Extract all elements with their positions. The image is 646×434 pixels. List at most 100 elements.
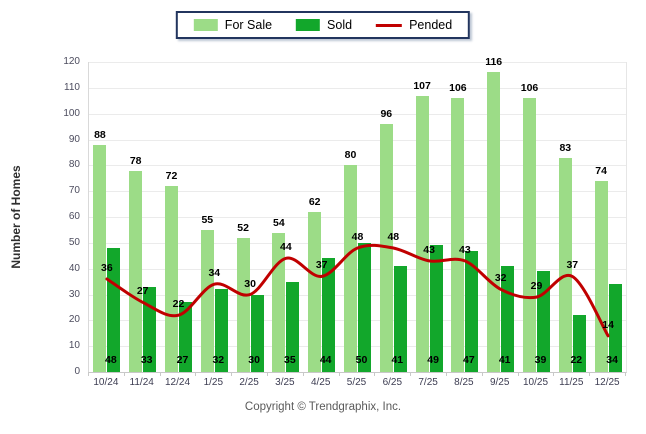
gridline	[89, 62, 626, 63]
copyright-text: Copyright © Trendgraphix, Inc.	[244, 401, 402, 413]
for-sale-value-label: 80	[344, 149, 357, 162]
sold-value-label: 48	[105, 354, 117, 366]
y-tick-label: 30	[68, 288, 80, 300]
x-axis-tick	[553, 372, 555, 376]
y-tick-label: 90	[68, 133, 80, 145]
x-tick-label: 10/25	[522, 377, 549, 388]
for-sale-value-label: 78	[129, 154, 142, 167]
pended-value-label: 48	[387, 231, 400, 243]
sold-value-label: 34	[606, 354, 618, 366]
for-sale-value-label: 72	[165, 170, 178, 182]
x-axis-tick	[302, 372, 304, 376]
x-tick-label: 11/24	[129, 377, 154, 388]
pended-value-label: 48	[351, 231, 364, 243]
bar-for-sale	[200, 229, 214, 372]
x-axis-tick	[625, 372, 626, 376]
x-axis-tick	[267, 372, 268, 376]
for-sale-value-label: 62	[308, 195, 321, 208]
x-axis-tick	[159, 372, 161, 376]
bar-for-sale	[93, 144, 107, 372]
y-tick-label: 0	[74, 366, 80, 377]
bar-for-sale	[523, 98, 536, 372]
x-axis-tick	[589, 372, 591, 376]
pended-value-label: 37	[315, 259, 328, 272]
bar-for-sale	[344, 165, 357, 372]
gridline	[89, 87, 626, 89]
for-sale-value-label: 106	[520, 82, 539, 95]
bar-for-sale	[487, 72, 501, 372]
x-tick-label: 12/24	[164, 377, 191, 388]
bar-for-sale	[308, 211, 322, 372]
for-sale-value-label: 83	[559, 141, 572, 154]
y-tick-label: 110	[64, 81, 80, 93]
x-tick-label: 1/25	[203, 377, 224, 388]
x-axis-tick	[231, 372, 233, 376]
y-axis-title: Number of Homes	[9, 165, 23, 269]
sold-value-label: 50	[355, 354, 368, 366]
x-tick-label: 11/25	[559, 377, 584, 388]
x-axis-tick	[374, 372, 376, 376]
bar-sold	[358, 242, 371, 372]
legend-label-sold: Sold	[327, 18, 353, 32]
x-tick-label: 3/25	[275, 377, 295, 388]
for-sale-value-label: 52	[237, 221, 249, 234]
pended-value-label: 27	[136, 285, 149, 298]
sold-swatch-icon	[296, 19, 321, 31]
gridline	[89, 217, 626, 218]
x-axis-tick	[410, 372, 412, 376]
x-tick-label: 10/24	[93, 377, 119, 388]
bar-for-sale	[379, 124, 393, 372]
legend-item-for-sale: For Sale	[193, 18, 272, 32]
x-axis-tick	[446, 372, 447, 376]
gridline	[89, 242, 626, 244]
bar-for-sale	[594, 180, 608, 372]
pended-value-label: 36	[101, 262, 113, 274]
y-tick-label: 10	[68, 340, 80, 352]
pended-value-label: 30	[244, 277, 256, 290]
sold-value-label: 35	[284, 354, 296, 366]
y-tick-label: 100	[63, 107, 80, 119]
for-sale-swatch-icon	[193, 19, 218, 31]
y-tick-label: 20	[68, 314, 80, 326]
gridline	[89, 191, 626, 193]
for-sale-value-label: 107	[413, 79, 431, 92]
bar-for-sale	[415, 95, 429, 372]
plot-area: 88 48 78 33 72 27 55 32 52 30 54 35 62 44 80 50 96 41 107 4…	[88, 56, 627, 373]
pended-value-label: 34	[208, 267, 221, 280]
y-tick-label: 80	[68, 159, 80, 171]
sold-value-label: 30	[248, 354, 260, 366]
y-tick-label: 50	[68, 236, 80, 248]
for-sale-value-label: 55	[201, 213, 214, 226]
x-tick-label: 5/25	[346, 377, 367, 388]
x-tick-label: 7/25	[418, 377, 438, 388]
pended-value-label: 22	[172, 298, 185, 311]
for-sale-value-label: 116	[485, 56, 503, 69]
sold-value-label: 33	[140, 354, 153, 366]
bar-for-sale	[451, 98, 465, 372]
pended-value-label: 32	[494, 272, 507, 285]
pended-value-label: 43	[423, 243, 435, 256]
x-tick-label: 6/25	[382, 377, 403, 388]
for-sale-value-label: 106	[449, 82, 467, 95]
pended-value-label: 14	[602, 318, 614, 331]
legend: For Sale Sold Pended	[175, 11, 471, 39]
gridline	[89, 346, 626, 348]
pended-value-label: 29	[530, 280, 543, 293]
sold-value-label: 49	[427, 354, 439, 366]
for-sale-value-label: 54	[273, 216, 285, 229]
sold-value-label: 39	[534, 354, 547, 366]
y-tick-label: 40	[68, 262, 80, 274]
sold-value-label: 32	[212, 354, 225, 366]
for-sale-value-label: 74	[595, 164, 607, 177]
gridline	[89, 165, 626, 167]
x-axis-tick	[338, 372, 340, 376]
x-axis-tick	[481, 372, 483, 376]
legend-item-sold: Sold	[296, 18, 352, 32]
x-tick-label: 2/25	[239, 377, 259, 388]
legend-item-pended: Pended	[376, 18, 452, 32]
pended-value-label: 43	[459, 243, 471, 256]
sold-value-label: 27	[176, 354, 189, 366]
bar-for-sale	[165, 186, 178, 372]
x-tick-label: 8/25	[454, 377, 474, 388]
